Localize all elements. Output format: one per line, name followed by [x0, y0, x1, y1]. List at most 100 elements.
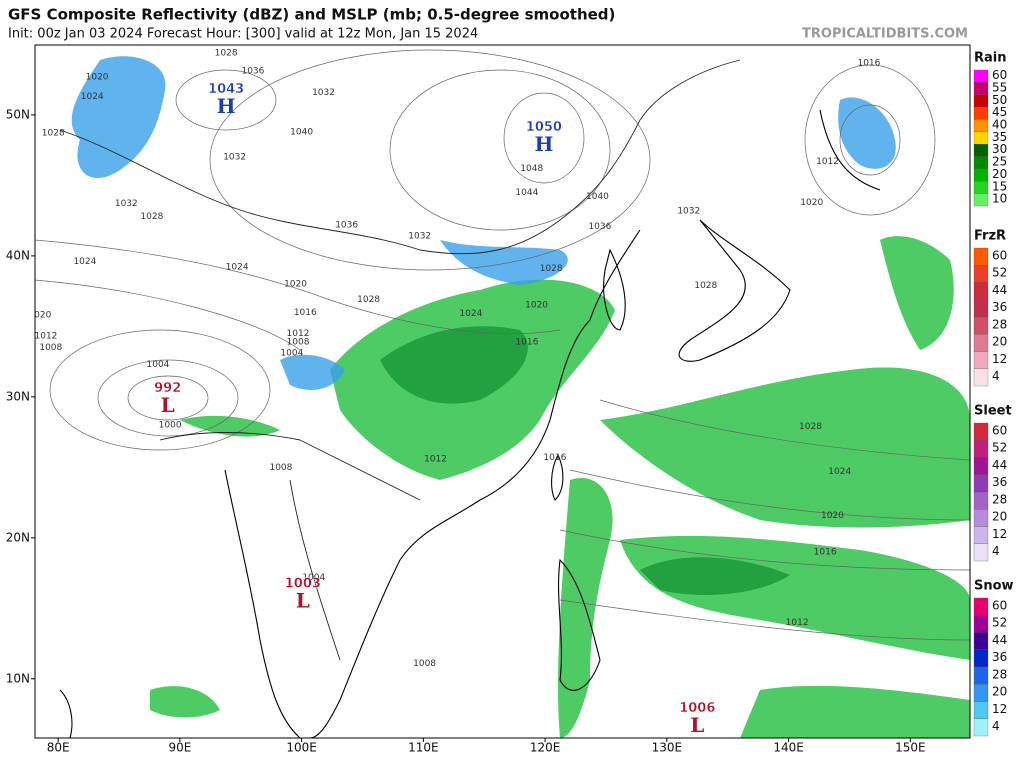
legend-tick-label: 25 — [992, 155, 1007, 169]
lon-tick-label: 140E — [773, 741, 804, 755]
color-swatch — [973, 94, 989, 108]
color-swatch — [973, 82, 989, 95]
legend-tick-label: 36 — [992, 475, 1007, 489]
legend-tick-label: 45 — [992, 105, 1007, 119]
map-area: 1020 1024 1028 1028 1036 1032 1040 1032 1032 1028… — [35, 45, 970, 738]
isobar-label: 1004 — [302, 573, 325, 583]
color-swatch — [973, 247, 989, 266]
isobar-label: 1044 — [515, 188, 538, 198]
color-swatch — [973, 106, 989, 120]
legend-tick-label: 60 — [992, 423, 1007, 437]
subtitle: Init: 00z Jan 03 2024 Forecast Hour: [30… — [8, 27, 478, 42]
color-swatch — [973, 509, 989, 527]
isobar-label: 1048 — [520, 164, 543, 174]
isobar-label: 1008 — [269, 463, 292, 473]
precipitation — [71, 56, 970, 738]
legend-tick-label: 36 — [992, 300, 1007, 314]
pressure-center-symbol: L — [690, 713, 704, 737]
legend-tick-label: 44 — [992, 458, 1007, 472]
lat-tick-label: 10N — [6, 671, 30, 685]
pressure-center-value: 1043 — [208, 82, 244, 97]
isobar-label: 1028 — [694, 281, 717, 291]
color-swatch — [973, 168, 989, 182]
legend-tick-label: 60 — [992, 598, 1007, 612]
color-swatch — [973, 649, 989, 668]
isobar-label: 1028 — [140, 212, 163, 222]
isobar-label: 1020 — [284, 280, 307, 290]
lat-tick-label: 20N — [6, 530, 30, 544]
legend-tick-label: 28 — [992, 667, 1007, 681]
isobar-label: 1040 — [290, 127, 313, 137]
color-swatch — [973, 131, 989, 145]
coastlines — [59, 109, 881, 738]
legend-tick-label: 52 — [992, 616, 1007, 630]
pressure-center-symbol: L — [161, 393, 175, 417]
isobar-label: 1028 — [42, 129, 65, 139]
legend-tick-label: 50 — [992, 93, 1007, 107]
legend-tick-label: 12 — [992, 527, 1007, 541]
isobar-label: 1028 — [215, 48, 238, 58]
legend-tick-label: 55 — [992, 80, 1007, 94]
lon-tick-label: 100E — [286, 741, 317, 755]
isobar-label: 1012 — [816, 157, 839, 167]
title: GFS Composite Reflectivity (dBZ) and MSL… — [8, 6, 615, 24]
isobar-label: 1016 — [515, 337, 538, 347]
isobar-label: 1000 — [159, 421, 182, 431]
isobar-label: 1036 — [335, 220, 358, 230]
legend-tick-label: 40 — [992, 118, 1007, 132]
legend-tick-label: 20 — [992, 510, 1007, 524]
isobar-label: 1020 — [800, 198, 823, 208]
color-swatch — [973, 543, 989, 562]
isobar-label: 1004 — [147, 360, 170, 370]
color-swatch — [973, 597, 989, 616]
pressure-center-value: 992 — [154, 381, 181, 396]
isobar-label: 1028 — [799, 422, 822, 432]
isobar-label: 1032 — [312, 88, 335, 98]
legend-tick-label: 4 — [992, 544, 1000, 558]
borders — [59, 59, 741, 661]
color-swatch — [973, 282, 989, 300]
color-swatch — [973, 144, 989, 157]
color-swatch — [973, 193, 989, 207]
isobar-label: 1040 — [586, 192, 609, 202]
legend-tick-label: 30 — [992, 142, 1007, 156]
color-swatch — [973, 334, 989, 352]
color-swatch — [973, 457, 989, 475]
legend-tick-label: 28 — [992, 317, 1007, 331]
isobar-label: 1020 — [821, 511, 844, 521]
color-swatch — [973, 422, 989, 441]
legend-title: Rain — [974, 51, 1007, 66]
isobar-label: 1016 — [543, 453, 566, 463]
map-frame — [34, 44, 971, 739]
pressure-center-symbol: H — [217, 94, 236, 118]
legend-tick-label: 4 — [992, 719, 1000, 733]
legend-tick-label: 35 — [992, 130, 1007, 144]
lon-tick-label: 120E — [530, 741, 561, 755]
lon-tick-label: 130E — [652, 741, 683, 755]
isobar-label: 1036 — [588, 222, 611, 232]
color-swatch — [973, 440, 989, 458]
pressure-center-symbol: H — [534, 132, 553, 156]
legend-tick-label: 44 — [992, 633, 1007, 647]
isobar-label: 1012 — [287, 329, 310, 339]
legend-tick-label: 60 — [992, 68, 1007, 82]
lat-tick-label: 50N — [6, 107, 30, 121]
isobars — [35, 49, 970, 641]
isobar-label: 1024 — [73, 257, 96, 267]
isobar-label: 1016 — [294, 308, 317, 318]
color-swatch — [973, 119, 989, 132]
isobar-label: 1024 — [81, 92, 104, 102]
isobar-label: 1032 — [223, 153, 246, 163]
color-swatch — [973, 368, 989, 387]
legend-tick-label: 28 — [992, 492, 1007, 506]
isobar-label: 1016 — [814, 547, 837, 557]
isobar-label: 1012 — [424, 454, 447, 464]
color-swatch — [973, 615, 989, 633]
isobar-label: 1032 — [677, 206, 700, 216]
isobar-label: 1020 — [525, 301, 548, 311]
legend-tick-label: 52 — [992, 441, 1007, 455]
lon-tick-label: 150E — [895, 741, 926, 755]
isobar-label: 1032 — [408, 232, 431, 242]
